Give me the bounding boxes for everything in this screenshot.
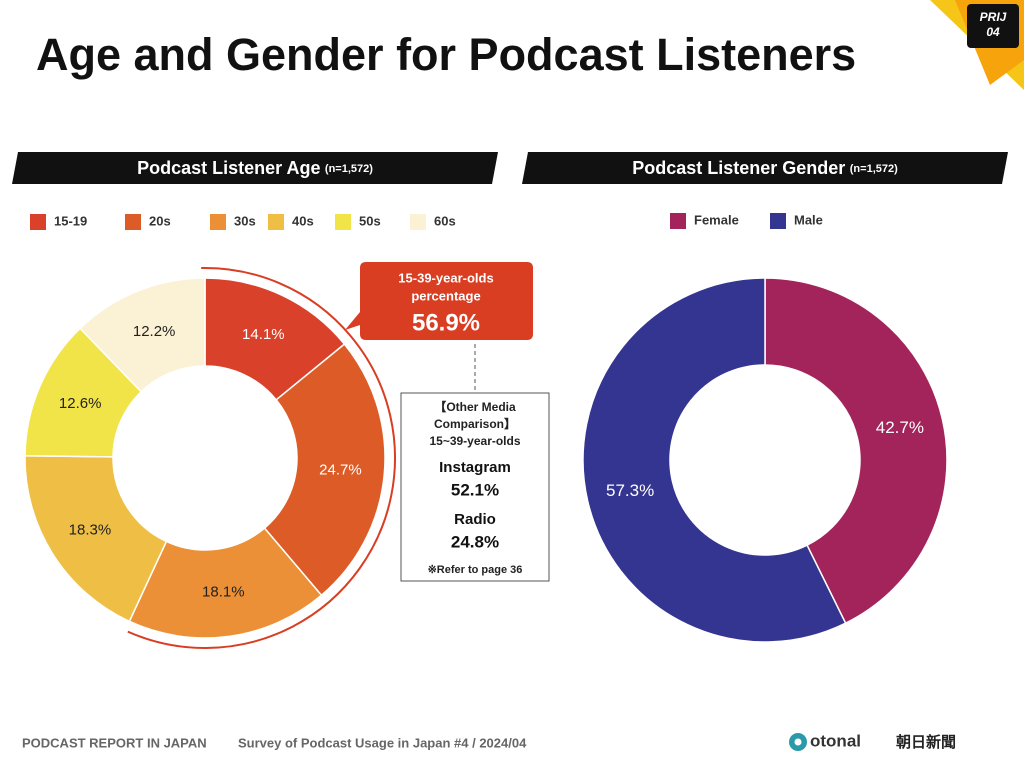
value-label: 18.1% bbox=[202, 584, 245, 601]
legend-swatch bbox=[335, 214, 351, 230]
comparison-heading: 【Other Media bbox=[434, 399, 516, 414]
legend-swatch bbox=[268, 214, 284, 230]
page-title: Age and Gender for Podcast Listeners bbox=[36, 29, 856, 80]
legend-label: 15-19 bbox=[54, 213, 87, 228]
comparison-value: 24.8% bbox=[451, 532, 499, 551]
donut-segment bbox=[582, 277, 847, 643]
legend-swatch bbox=[30, 214, 46, 230]
legend-label: Female bbox=[694, 212, 739, 227]
logo-asahi: 朝日新聞 bbox=[896, 733, 956, 751]
donut-segment bbox=[79, 277, 206, 393]
legend-swatch bbox=[770, 213, 786, 229]
donut-segment bbox=[764, 277, 948, 625]
comparison-item: Instagram bbox=[439, 459, 511, 476]
value-label: 57.3% bbox=[606, 481, 654, 500]
value-label: 18.3% bbox=[69, 521, 112, 538]
chart-title: Podcast Listener Gender bbox=[632, 158, 845, 178]
donut-segment bbox=[24, 454, 168, 623]
legend-swatch bbox=[670, 213, 686, 229]
value-label: 12.2% bbox=[133, 323, 176, 340]
donut-segment bbox=[128, 527, 323, 639]
legend-swatch bbox=[125, 214, 141, 230]
badge-text: PRIJ bbox=[980, 10, 1007, 24]
chart-subtitle: (n=1,572) bbox=[850, 163, 898, 175]
comparison-note: ※Refer to page 36 bbox=[428, 564, 523, 576]
legend-label: 20s bbox=[149, 213, 171, 228]
highlight-arc bbox=[127, 267, 396, 649]
header-banner bbox=[12, 152, 498, 184]
legend-label: 60s bbox=[434, 213, 456, 228]
callout-text: 15-39-year-olds bbox=[398, 270, 493, 285]
legend-label: 30s bbox=[234, 213, 256, 228]
comparison-value: 52.1% bbox=[451, 480, 499, 499]
comparison-box bbox=[400, 392, 550, 582]
value-label: 12.6% bbox=[59, 395, 102, 412]
donut-segment bbox=[263, 343, 386, 597]
callout-value: 56.9% bbox=[412, 309, 480, 336]
value-label: 24.7% bbox=[319, 461, 362, 478]
value-label: 14.1% bbox=[242, 326, 285, 343]
chart-subtitle: (n=1,572) bbox=[325, 163, 373, 175]
legend-swatch bbox=[210, 214, 226, 230]
footer-survey: Survey of Podcast Usage in Japan #4 / 20… bbox=[238, 735, 527, 750]
footer-report: PODCAST REPORT IN JAPAN bbox=[22, 735, 207, 750]
header-banner bbox=[522, 152, 1008, 184]
comparison-item: Radio bbox=[454, 511, 496, 528]
badge-text: 04 bbox=[986, 25, 1000, 39]
comparison-heading: Comparison】 bbox=[434, 416, 516, 431]
chart-title: Podcast Listener Gender (n=1,572) bbox=[632, 158, 898, 178]
badge bbox=[967, 4, 1019, 48]
comparison-heading: 15~39-year-olds bbox=[429, 434, 520, 448]
legend-swatch bbox=[410, 214, 426, 230]
callout-text: percentage bbox=[411, 288, 480, 303]
legend-label: 50s bbox=[359, 213, 381, 228]
chart-title: Podcast Listener Age (n=1,572) bbox=[137, 158, 373, 178]
value-label: 42.7% bbox=[876, 418, 924, 437]
legend-label: 40s bbox=[292, 213, 314, 228]
logo-otonal: otonal bbox=[810, 731, 861, 750]
logo-icon bbox=[794, 738, 802, 746]
chart-title: Podcast Listener Age bbox=[137, 158, 320, 178]
legend-label: Male bbox=[794, 212, 823, 227]
callout-box bbox=[345, 262, 533, 340]
